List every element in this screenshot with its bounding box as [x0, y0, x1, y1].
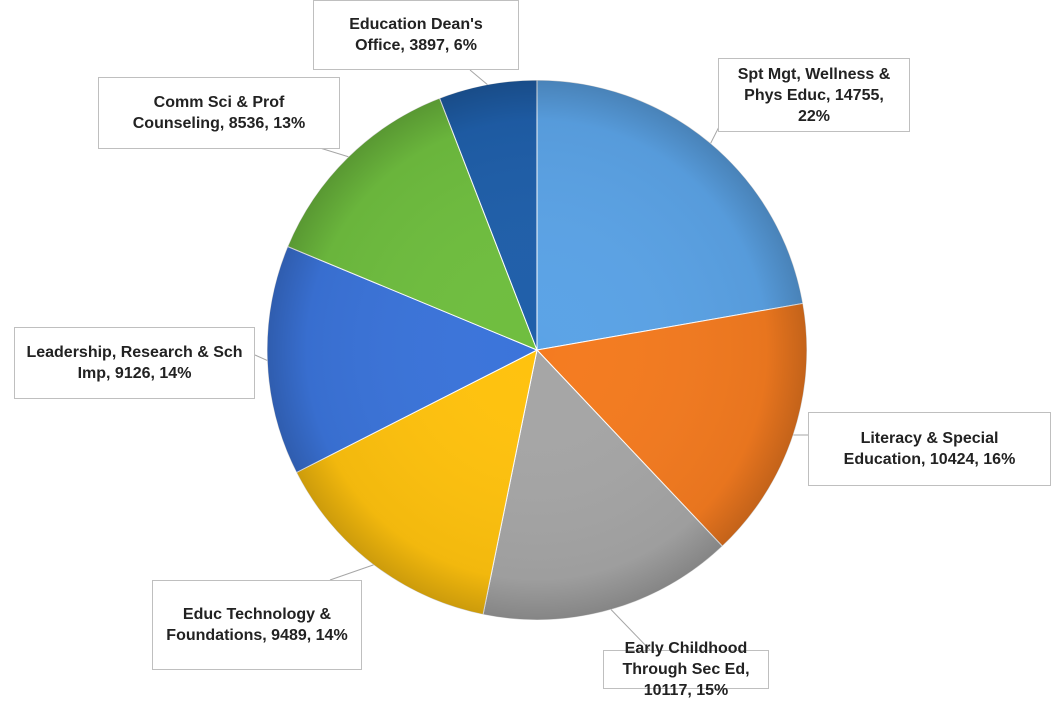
data-label: Literacy & Special Education, 10424, 16% [808, 412, 1051, 486]
data-label: Comm Sci & Prof Counseling, 8536, 13% [98, 77, 340, 149]
leader-line [330, 565, 373, 580]
data-label: Educ Technology & Foundations, 9489, 14% [152, 580, 362, 670]
leader-line [320, 148, 348, 157]
data-label: Spt Mgt, Wellness & Phys Educ, 14755, 22… [718, 58, 910, 132]
leader-line [255, 355, 267, 360]
leader-line [470, 70, 487, 85]
data-label: Early Childhood Through Sec Ed, 10117, 1… [603, 650, 769, 689]
data-label: Education Dean's Office, 3897, 6% [313, 0, 519, 70]
data-label: Leadership, Research & Sch Imp, 9126, 14… [14, 327, 255, 399]
